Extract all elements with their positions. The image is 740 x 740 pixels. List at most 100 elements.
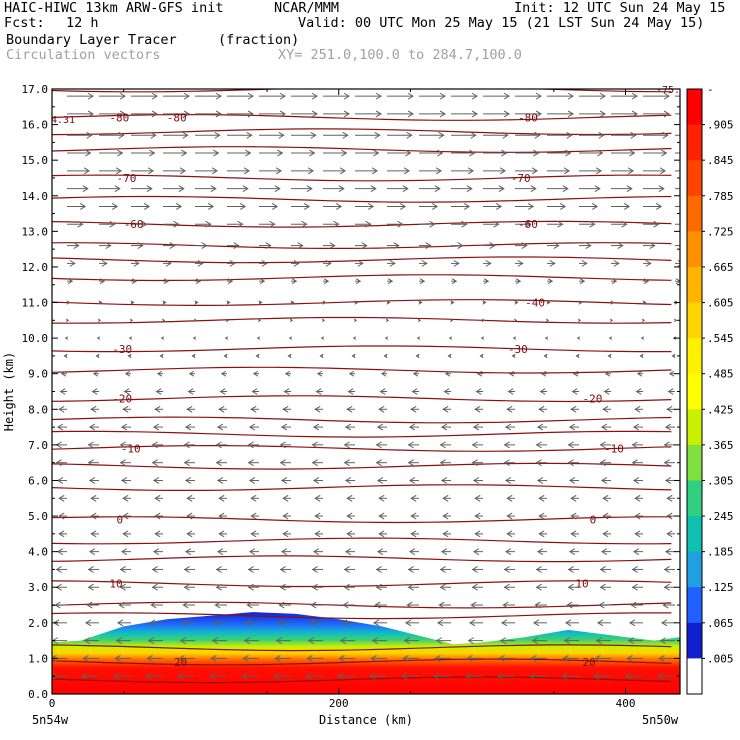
wind-vector [291,203,311,210]
wind-vector [314,494,323,502]
wind-vector [483,92,510,100]
wind-vector [306,654,323,662]
wind-vector [182,601,195,609]
wind-vector [131,278,138,285]
wind-vector [640,336,645,340]
wind-vector [419,149,444,157]
wind-vector [434,654,451,662]
wind-vector [257,318,262,323]
contour-label: -40 [525,297,545,310]
wind-vector [99,92,126,100]
wind-vector [220,370,227,377]
colorbar-label: .845 [707,154,734,167]
wind-vector [259,220,276,228]
colorbar-segment [687,195,702,232]
wind-vector [87,583,99,591]
colorbar-label: .125 [707,581,734,594]
colorbar-segment [687,516,702,553]
wind-vector [122,405,131,413]
wind-vector [450,300,455,305]
wind-vector [545,318,550,323]
wind-vector [512,336,517,340]
wind-vector [514,300,519,305]
wind-vector [154,530,163,538]
wind-vector [416,336,421,340]
wind-vector [570,512,579,520]
wind-vector [352,336,357,340]
wind-vector [289,318,294,323]
wind-vector [383,353,388,359]
wind-vector [546,300,551,305]
wind-vector [408,423,419,431]
wind-vector [58,405,67,413]
contour-label: -10 [121,442,141,455]
wind-vector [499,637,515,645]
wind-vector [483,185,505,193]
contour-line [52,128,672,136]
colorbar-label: .545 [707,332,734,345]
wind-vector [224,336,229,340]
wind-vector [632,477,643,484]
wind-vector [675,278,680,285]
wind-vector [119,459,131,467]
wind-vector [579,220,596,228]
contour-label: -80 [167,111,187,124]
wind-vector [67,220,84,228]
contour-line [52,580,672,588]
wind-vector [449,318,454,323]
wind-vector [291,259,300,267]
wind-vector [87,441,99,449]
wind-vector [483,167,507,175]
wind-vector [547,242,560,250]
wind-vector [337,672,355,680]
colorbar-label: .785 [707,190,734,203]
wind-vector [323,242,336,250]
wind-vector [122,512,131,520]
wind-vector [410,530,419,538]
colorbar-label: .905 [707,119,734,132]
wind-vector [406,601,419,609]
wind-vector [195,131,221,139]
wind-vector [675,113,680,115]
wind-vector [248,477,259,484]
wind-vector [480,336,485,340]
wind-vector [282,494,291,502]
wind-vector [284,370,291,377]
wind-vector [323,203,343,210]
wind-vector [502,601,515,609]
wind-vector [247,459,259,467]
colorbar-segment [687,302,702,339]
wind-vector [508,370,515,377]
wind-vector [311,459,323,467]
wind-vector [419,167,443,175]
wind-vector [319,353,324,359]
wind-vector [378,494,387,502]
wind-vector [439,566,451,573]
wind-vector [346,530,355,538]
wind-vector [474,512,483,520]
wind-vector [323,149,348,157]
wind-vector [529,672,547,680]
colorbar-segment [687,587,702,624]
wind-vector [131,203,151,210]
wind-vector [344,548,355,556]
wind-vector [437,619,451,627]
wind-vector [194,300,199,305]
wind-vector [451,242,464,250]
wind-vector [535,583,547,591]
contour-label: -10 [604,442,624,455]
wind-vector [451,131,477,139]
wind-vector [163,203,183,210]
wind-vector [536,477,547,484]
wind-vector [280,423,291,431]
wind-vector [410,512,419,520]
wind-vector [83,637,99,645]
wind-vector [131,242,144,250]
wind-vector [387,203,407,210]
wind-vector [348,370,355,377]
wind-vector [127,353,132,359]
wind-vector [504,477,515,484]
wind-vector [483,110,510,118]
wind-vector [451,259,460,267]
wind-vector [611,278,618,285]
